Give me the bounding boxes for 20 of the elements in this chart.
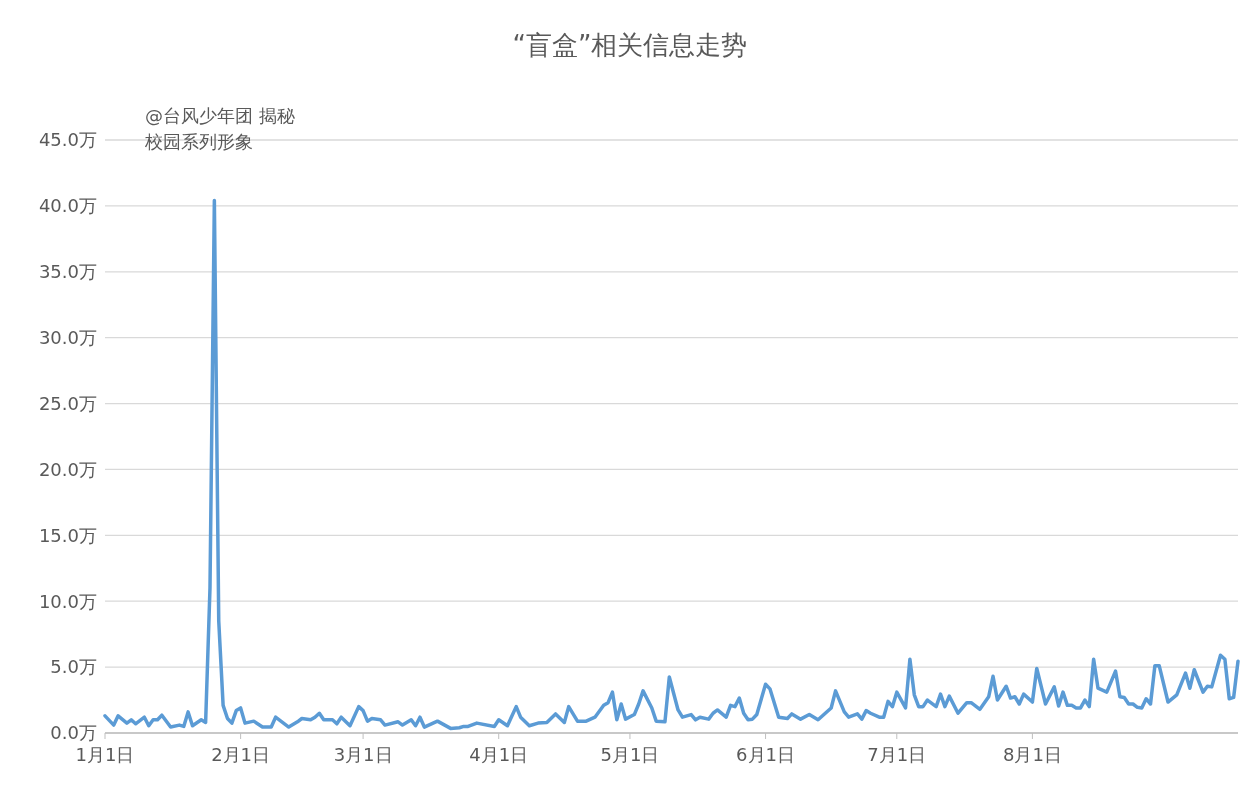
x-tick-label: 3月1日 (333, 744, 393, 765)
y-tick-label: 45.0万 (38, 129, 97, 151)
y-tick-label: 20.0万 (38, 458, 97, 480)
x-tick-label: 1月1日 (75, 744, 135, 765)
x-tick-label: 4月1日 (469, 744, 529, 765)
y-tick-label: 0.0万 (50, 722, 97, 744)
y-tick-label: 30.0万 (38, 326, 97, 348)
x-tick-label: 8月1日 (1002, 744, 1062, 765)
y-tick-label: 25.0万 (38, 392, 97, 414)
x-tick-label: 2月1日 (211, 744, 271, 765)
x-tick-label: 6月1日 (736, 744, 796, 765)
y-tick-label: 35.0万 (38, 261, 97, 283)
y-tick-label: 15.0万 (38, 524, 97, 546)
y-tick-label: 10.0万 (38, 590, 97, 612)
x-tick-label: 5月1日 (600, 744, 660, 765)
y-tick-label: 5.0万 (50, 656, 97, 678)
chart-title: “盲盒”相关信息走势 (512, 30, 748, 60)
annotation: @台风少年团 揭秘校园系列形象 (144, 105, 295, 152)
y-tick-label: 40.0万 (38, 195, 97, 217)
x-tick-label: 7月1日 (867, 744, 927, 765)
